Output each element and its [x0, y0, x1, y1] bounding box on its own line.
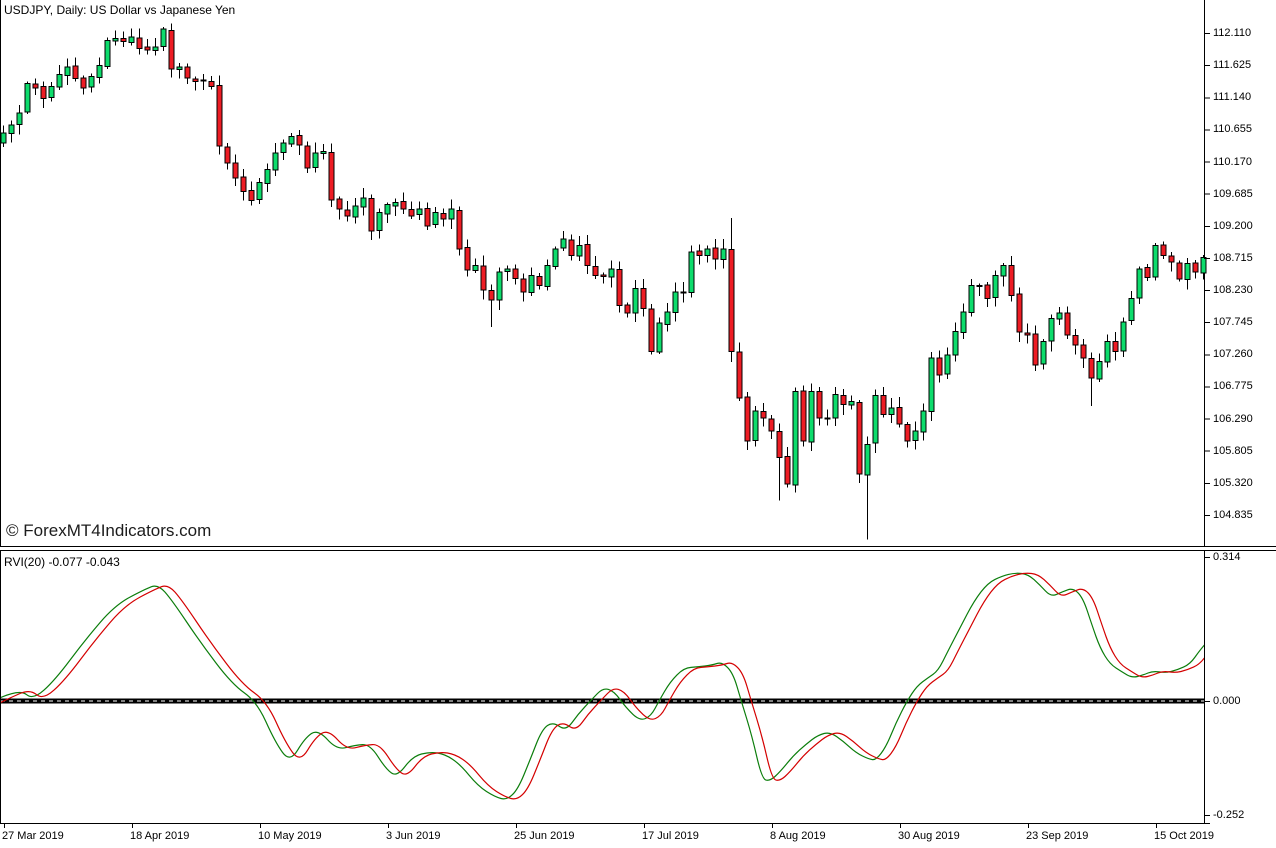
date-tick-label: 10 May 2019 — [258, 830, 322, 842]
date-tick-label: 30 Aug 2019 — [898, 830, 960, 842]
price-axis[interactable]: 112.110 111.625 111.140 110.655 110.170 109.6… — [1204, 0, 1276, 546]
date-tick-label: 27 Mar 2019 — [2, 830, 64, 842]
price-tick-label: 104.835 — [1213, 508, 1253, 521]
rvi-indicator-canvas[interactable] — [0, 551, 1204, 823]
price-tick-label: 108.715 — [1213, 251, 1253, 264]
panel-separator[interactable] — [0, 546, 1276, 551]
axis-ticks — [4, 33, 1210, 828]
price-tick-label: 105.805 — [1213, 444, 1253, 457]
date-tick-label: 25 Jun 2019 — [514, 830, 575, 842]
price-tick-label: 106.290 — [1213, 412, 1253, 425]
date-tick-label: 23 Sep 2019 — [1026, 830, 1089, 842]
watermark-text: © ForexMT4Indicators.com — [6, 521, 212, 540]
price-tick-label: 108.230 — [1213, 284, 1253, 296]
price-tick-label: 107.745 — [1213, 316, 1253, 329]
indicator-label: RVI(20) -0.077 -0.043 — [4, 555, 120, 569]
date-tick-label: 17 Jul 2019 — [642, 830, 699, 842]
price-tick-label: 105.320 — [1213, 476, 1253, 489]
price-tick-label: 106.775 — [1213, 380, 1253, 393]
price-tick-label: 112.110 — [1213, 27, 1252, 39]
rvi-main-line — [1, 572, 1204, 800]
price-tick-label: 110.655 — [1213, 123, 1252, 136]
date-tick-label: 3 Jun 2019 — [386, 830, 441, 842]
rvi-tick-label: 0.000 — [1213, 695, 1241, 707]
price-tick-label: 107.260 — [1213, 348, 1253, 361]
candlestick-series — [0, 23, 1207, 540]
rvi-lines — [1, 572, 1204, 800]
rvi-value-axis[interactable]: 0.314 0.000 -0.252 — [1204, 551, 1276, 823]
date-tick-label: 15 Oct 2019 — [1154, 830, 1214, 842]
time-axis[interactable]: 27 Mar 2019 18 Apr 2019 10 May 2019 3 Jun 2… — [0, 823, 1276, 848]
panel-borders — [0, 0, 1210, 824]
date-tick-label: 8 Aug 2019 — [770, 830, 826, 842]
main-chart-canvas[interactable] — [0, 0, 1204, 546]
chart-title: USDJPY, Daily: US Dollar vs Japanese Yen — [4, 3, 236, 17]
rvi-tick-label: -0.252 — [1213, 809, 1245, 821]
price-tick-label: 109.200 — [1213, 219, 1253, 232]
rvi-tick-label: 0.314 — [1213, 551, 1241, 563]
price-tick-label: 111.625 — [1213, 59, 1252, 72]
date-tick-label: 18 Apr 2019 — [130, 830, 190, 842]
price-tick-label: 109.685 — [1213, 187, 1253, 200]
price-tick-label: 111.140 — [1213, 91, 1252, 104]
price-tick-label: 110.170 — [1213, 155, 1252, 168]
rvi-signal-line — [1, 572, 1204, 800]
